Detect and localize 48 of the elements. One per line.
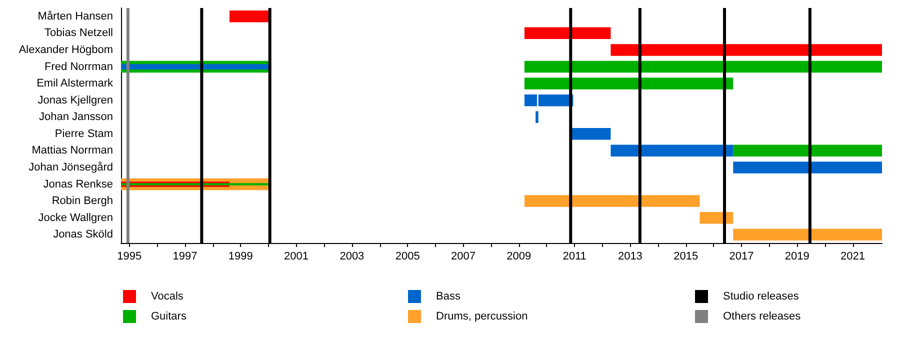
bar [524,27,611,40]
y-tick-label: Jonas Kjellgren [38,94,113,106]
x-tick-label: 2005 [395,250,420,262]
y-tick-label: Johan Jansson [39,111,113,124]
bar [536,111,538,123]
bar [572,128,611,140]
bar [610,144,734,157]
x-tick-label: 2007 [451,250,476,262]
x-tick-label: 2017 [729,250,754,262]
y-tick-label: Johan Jönsegård [28,161,113,174]
y-tick-label: Emil Alstermark [36,78,114,90]
legend-label: Studio releases [723,290,800,302]
bar [524,78,734,90]
bar [230,10,268,22]
bar [121,64,268,70]
x-tick-label: 2019 [784,250,810,262]
y-tick-label: Fred Norrman [44,60,113,73]
y-tick-label: Jonas Sköld [53,228,113,241]
bar [524,195,700,207]
x-tick-label: 2015 [674,250,698,262]
x-tick-label: 2009 [506,250,532,262]
y-tick-label: Jonas Renkse [43,178,113,190]
x-tick-label: 2003 [340,250,364,262]
bar [733,144,882,157]
bar [733,228,882,240]
y-tick-label: Alexander Högbom [18,44,113,56]
y-tick-label: Tobias Netzell [44,27,113,40]
y-tick-label: Pierre Stam [54,128,113,140]
x-tick-label: 2021 [840,250,866,262]
x-tick-label: 1995 [117,250,142,262]
x-tick-label: 2013 [618,250,642,262]
legend-label: Bass [436,290,461,302]
x-tick-label: 1997 [172,250,198,262]
x-tick-label: 2001 [284,250,309,262]
bar [610,44,882,56]
bar [733,162,882,174]
x-tick-label: 1999 [228,250,253,262]
x-tick-label: 2011 [562,250,586,262]
y-tick-label: Mårten Hansen [38,10,113,22]
y-tick-label: Mattias Norrman [32,144,113,157]
y-tick-label: Robin Bergh [52,195,113,208]
bar [524,60,882,73]
y-tick-label: Jocke Wallgren [38,212,113,224]
legend-label: Drums, percussion [436,310,528,322]
legend-label: Vocals [151,290,184,302]
legend-label: Others releases [723,310,802,322]
legend-label: Guitars [151,310,187,322]
bar [121,183,268,186]
